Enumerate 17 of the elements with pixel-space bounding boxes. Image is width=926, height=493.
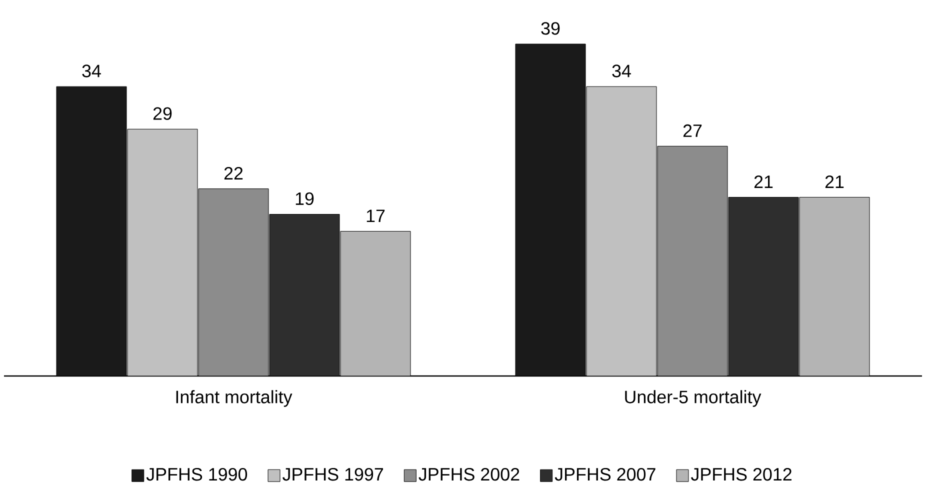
x-tick-label: Infant mortality: [176, 390, 292, 407]
data-label: 17: [366, 210, 385, 222]
data-label: 27: [683, 124, 702, 137]
data-label: 22: [224, 166, 243, 180]
data-label: 29: [153, 107, 172, 120]
x-tick-label: Under-5 mortality: [625, 390, 762, 407]
legend-label: JPFHS 2002: [418, 468, 520, 481]
data-label: 34: [612, 64, 631, 78]
data-label: 34: [82, 64, 101, 78]
data-label: 21: [825, 175, 844, 188]
legend-label: JPFHS 1997: [282, 468, 384, 481]
data-label: 19: [296, 192, 314, 206]
legend-label: JPFHS 2007: [554, 468, 656, 481]
data-label: 39: [541, 22, 560, 35]
legend-label: JPFHS 1990: [146, 468, 248, 481]
legend-label: JPFHS 2012: [691, 468, 792, 481]
data-label: 21: [754, 175, 773, 188]
